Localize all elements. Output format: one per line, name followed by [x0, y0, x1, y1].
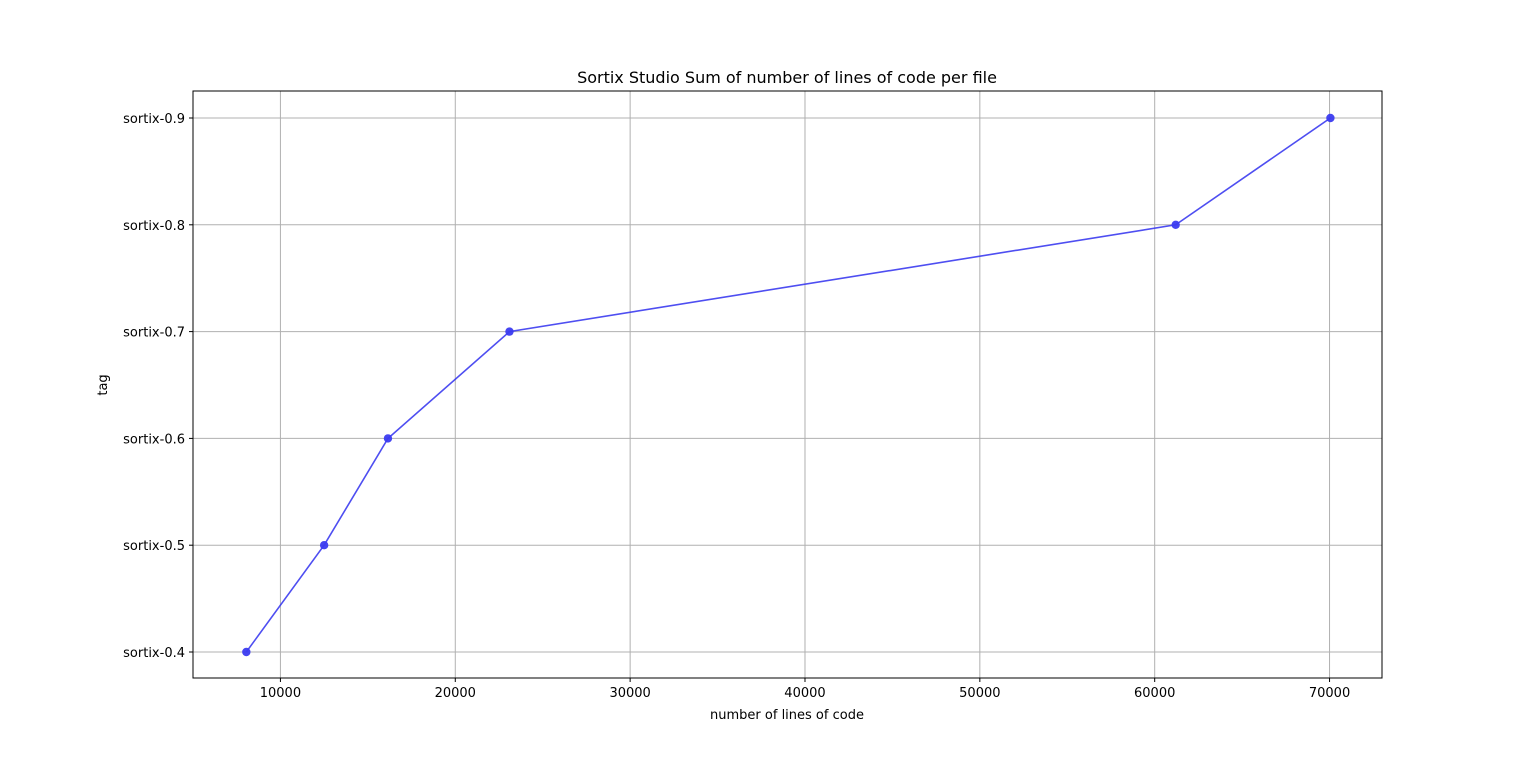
x-axis-label: number of lines of code	[710, 708, 864, 723]
y-tick-label: sortix-0.4	[123, 646, 185, 661]
x-tick-label: 70000	[1309, 686, 1350, 701]
x-tick-label: 40000	[784, 686, 825, 701]
x-tick-label: 10000	[260, 686, 301, 701]
x-tick-label: 20000	[435, 686, 476, 701]
chart-title: Sortix Studio Sum of number of lines of …	[577, 68, 997, 87]
x-tick-label: 50000	[959, 686, 1000, 701]
y-tick-label: sortix-0.5	[123, 539, 185, 554]
y-tick-label: sortix-0.6	[123, 432, 185, 447]
y-tick-label: sortix-0.7	[123, 326, 185, 341]
series-line	[245, 117, 1331, 653]
data-point	[505, 327, 514, 336]
grid-layer	[193, 91, 1382, 678]
y-tick-label: sortix-0.8	[123, 219, 185, 234]
x-tick-label: 30000	[609, 686, 650, 701]
series-layer	[242, 113, 1335, 657]
plot-area-frame	[192, 90, 1383, 679]
y-axis-label: tag	[96, 374, 111, 395]
x-tick-label: 60000	[1134, 686, 1175, 701]
data-point	[242, 647, 251, 657]
data-point	[383, 434, 393, 443]
data-point	[319, 541, 329, 550]
y-tick-label: sortix-0.9	[123, 112, 185, 127]
data-point	[1171, 220, 1180, 229]
tick-layer: 10000 20000 30000 40000 50000 60000 70000 sorti…	[123, 112, 1350, 701]
data-point	[1326, 113, 1335, 123]
